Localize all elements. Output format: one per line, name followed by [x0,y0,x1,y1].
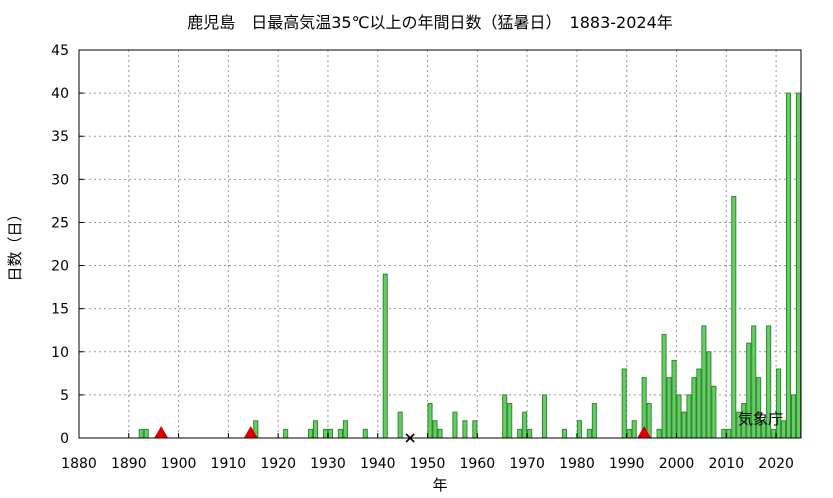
y-tick-label: 25 [51,215,69,231]
y-axis-ticks: 0 5 10 15 20 25 30 35 40 45 [51,43,84,447]
x-axis-ticks: 1880 1890 1900 1910 1920 1930 1940 1950 1960 1970… [61,433,794,472]
bar [522,411,528,439]
bar [786,92,792,439]
bar [681,411,687,439]
bar [502,394,508,439]
bar [706,351,712,439]
bar [427,403,433,439]
x-tick-label: 2000 [659,456,695,472]
x-tick-label: 1900 [161,456,197,472]
bar [322,428,329,439]
bar [621,368,627,439]
bar [626,428,632,439]
y-tick-label: 20 [51,259,69,275]
x-tick-label: 1980 [559,456,595,472]
bar [517,428,523,439]
bar [308,428,314,439]
x-tick-label: 1880 [61,456,97,472]
bar [726,428,732,439]
x-tick-label: 1960 [460,456,496,472]
x-tick-label: 1890 [111,456,147,472]
bar [312,420,319,439]
bar [283,428,289,439]
x-tick-label: 1990 [609,456,645,472]
bar [342,420,348,439]
x-tick-label: 1910 [211,456,247,472]
bar [711,385,717,439]
bar [701,325,707,439]
bar [721,428,727,439]
bar [327,428,333,439]
y-tick-label: 30 [51,172,69,188]
x-tick-label: 2010 [708,456,744,472]
bar [452,411,458,439]
y-tick-label: 15 [51,302,69,318]
bar [691,377,697,439]
y-tick-label: 0 [60,431,69,447]
bar [576,420,582,439]
y-axis-label: 日数（日） [6,206,24,281]
bar [661,334,667,439]
bar [432,420,438,439]
bar [676,394,682,439]
station-move-marker [637,426,652,438]
bar [362,428,368,439]
bar [696,368,702,439]
bar [686,394,692,439]
x-tick-label: 1930 [310,456,346,472]
bar [666,377,672,439]
bar [472,420,478,439]
bar [462,420,468,439]
bar [790,394,797,439]
bar [397,411,403,439]
y-tick-label: 10 [51,345,69,361]
x-axis-label: 年 [432,476,447,494]
y-tick-label: 40 [51,86,69,102]
bar [631,420,637,439]
x-tick-label: 1920 [260,456,296,472]
bar [771,428,777,439]
bar [437,428,443,439]
bar-series [138,92,802,439]
bar [756,377,762,439]
plot-frame [78,49,802,439]
bar [337,428,343,439]
x-tick-label: 1950 [410,456,446,472]
x-tick-label: 2020 [758,456,794,472]
bar [795,92,802,439]
bar [382,273,388,439]
x-tick-label: 1970 [509,456,545,472]
bar [527,428,533,439]
bar [671,359,677,439]
y-tick-label: 45 [51,43,69,59]
bar [561,428,568,439]
bar [586,428,592,439]
station-move-marker [154,426,169,438]
credit-label: 気象庁 [738,410,783,428]
chart-title: 鹿児島 日最高気温35℃以上の年間日数（猛暑日） 1883-2024年 [187,13,673,32]
x-tick-label: 1940 [360,456,396,472]
y-tick-label: 5 [60,388,69,404]
y-tick-label: 35 [51,129,69,145]
bar [143,428,149,439]
bar [591,403,597,439]
bar [507,403,513,439]
bar [542,394,548,439]
bar [731,196,737,439]
bar [138,428,144,439]
station-move-marker [243,426,258,438]
bar [656,428,662,439]
